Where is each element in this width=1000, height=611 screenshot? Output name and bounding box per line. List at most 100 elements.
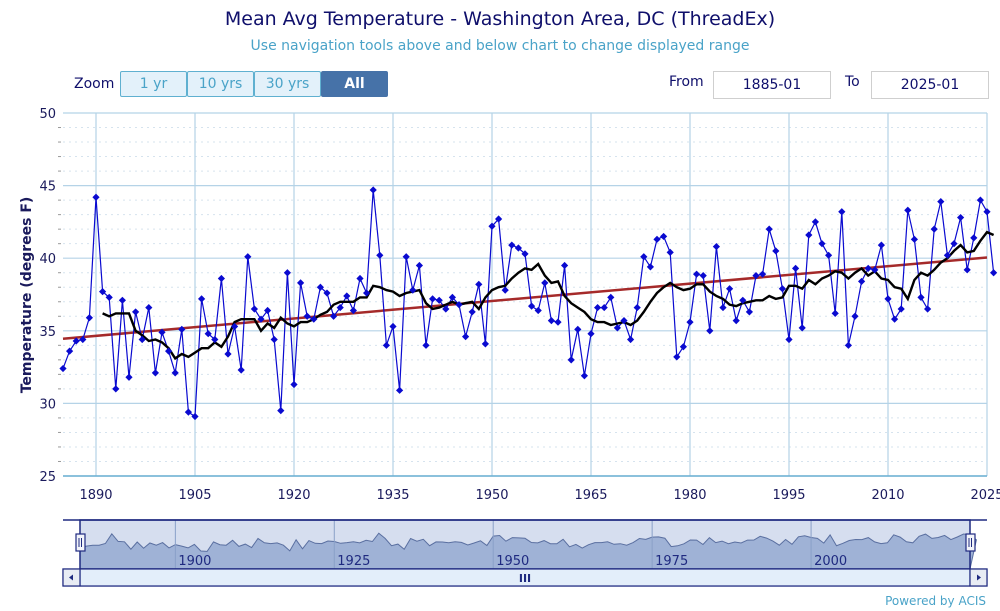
data-point	[699, 272, 707, 280]
data-point	[706, 327, 714, 335]
zoom-30yrs-button[interactable]: 30 yrs	[254, 71, 321, 97]
data-point	[660, 232, 668, 241]
data-point	[92, 193, 100, 201]
data-point	[514, 244, 522, 252]
data-point	[752, 272, 760, 280]
data-point	[145, 303, 153, 312]
data-point	[244, 253, 252, 261]
zoom-label: Zoom	[74, 76, 115, 92]
data-point	[884, 295, 892, 303]
data-point	[838, 208, 846, 216]
data-point	[924, 305, 932, 313]
data-point	[224, 350, 232, 358]
y-tick-label: 50	[39, 107, 56, 122]
zoom-all-button[interactable]: All	[321, 71, 388, 97]
data-point	[59, 364, 67, 373]
data-point	[937, 197, 945, 206]
to-date-input[interactable]	[871, 71, 989, 99]
data-point	[712, 242, 720, 251]
data-point	[290, 380, 298, 389]
data-point	[211, 335, 219, 344]
data-point	[369, 186, 377, 194]
data-point	[270, 335, 278, 344]
data-point	[330, 312, 338, 320]
data-point	[851, 312, 859, 320]
data-point	[138, 335, 146, 344]
trend-line	[62, 256, 988, 341]
data-point	[448, 293, 456, 302]
data-point	[943, 251, 951, 259]
scrollbar-grip-icon: III	[519, 572, 531, 585]
data-point	[323, 289, 331, 297]
x-tick-label: 1965	[574, 488, 607, 503]
data-point	[792, 264, 800, 272]
data-point	[871, 266, 879, 274]
y-tick-label: 30	[39, 397, 56, 412]
x-tick-label: 2010	[871, 488, 904, 503]
navigator-left-handle[interactable]	[75, 533, 86, 552]
data-point	[349, 306, 357, 315]
x-tick-label: 2025	[970, 488, 1000, 503]
navigator-right-handle[interactable]	[965, 533, 976, 552]
zoom-1yr-button[interactable]: 1 yr	[120, 71, 187, 97]
scroll-right-button[interactable]	[969, 568, 988, 587]
powered-by-credit[interactable]: Powered by ACIS	[885, 594, 986, 608]
data-point	[415, 261, 423, 270]
x-tick-label: 1980	[673, 488, 706, 503]
data-point	[475, 280, 483, 288]
x-tick-label: 1905	[178, 488, 211, 503]
data-point	[237, 366, 245, 374]
data-point	[673, 353, 681, 361]
arrow-right-icon	[977, 574, 981, 581]
data-point	[402, 253, 410, 261]
navigator-scrollbar[interactable]: III	[62, 568, 988, 587]
data-point	[184, 408, 192, 416]
data-point	[970, 234, 978, 242]
data-point	[356, 274, 364, 283]
navigator-tick-label: 1975	[655, 554, 688, 569]
data-point	[983, 208, 991, 216]
data-point	[435, 296, 443, 304]
zoom-button-group: 1 yr 10 yrs 30 yrs All	[120, 71, 388, 97]
data-point	[864, 264, 872, 272]
data-point	[231, 322, 239, 331]
data-point	[481, 340, 489, 348]
data-point	[165, 347, 173, 355]
data-point	[594, 303, 602, 312]
data-point	[178, 325, 186, 333]
data-point	[112, 385, 120, 393]
data-point	[495, 215, 503, 223]
data-point	[693, 270, 701, 278]
scroll-left-button[interactable]	[62, 568, 81, 587]
data-point	[627, 335, 635, 344]
data-point	[303, 312, 311, 320]
data-point	[633, 303, 641, 312]
to-label: To	[845, 74, 860, 90]
arrow-left-icon	[69, 574, 73, 581]
data-point	[858, 277, 866, 286]
data-point	[250, 305, 258, 313]
y-tick-label: 40	[39, 252, 56, 267]
y-tick-label: 35	[39, 325, 56, 340]
data-point	[620, 317, 628, 325]
data-point	[118, 296, 126, 304]
x-tick-label: 1995	[772, 488, 805, 503]
data-point	[772, 247, 780, 255]
data-point	[541, 279, 549, 287]
data-point	[686, 318, 694, 326]
data-point	[204, 330, 212, 338]
data-point	[105, 293, 113, 302]
navigator-tick-label: 1950	[496, 554, 529, 569]
data-point	[745, 308, 753, 316]
zoom-10yrs-button[interactable]: 10 yrs	[187, 71, 254, 97]
data-point	[897, 305, 905, 313]
data-point	[877, 241, 885, 249]
from-date-input[interactable]	[713, 71, 831, 99]
data-point	[561, 261, 569, 270]
data-point	[818, 240, 826, 248]
data-point	[508, 241, 516, 249]
navigator-tick-label: 1900	[178, 554, 211, 569]
data-point	[587, 330, 595, 338]
chart-title: Mean Avg Temperature - Washington Area, …	[224, 8, 776, 30]
